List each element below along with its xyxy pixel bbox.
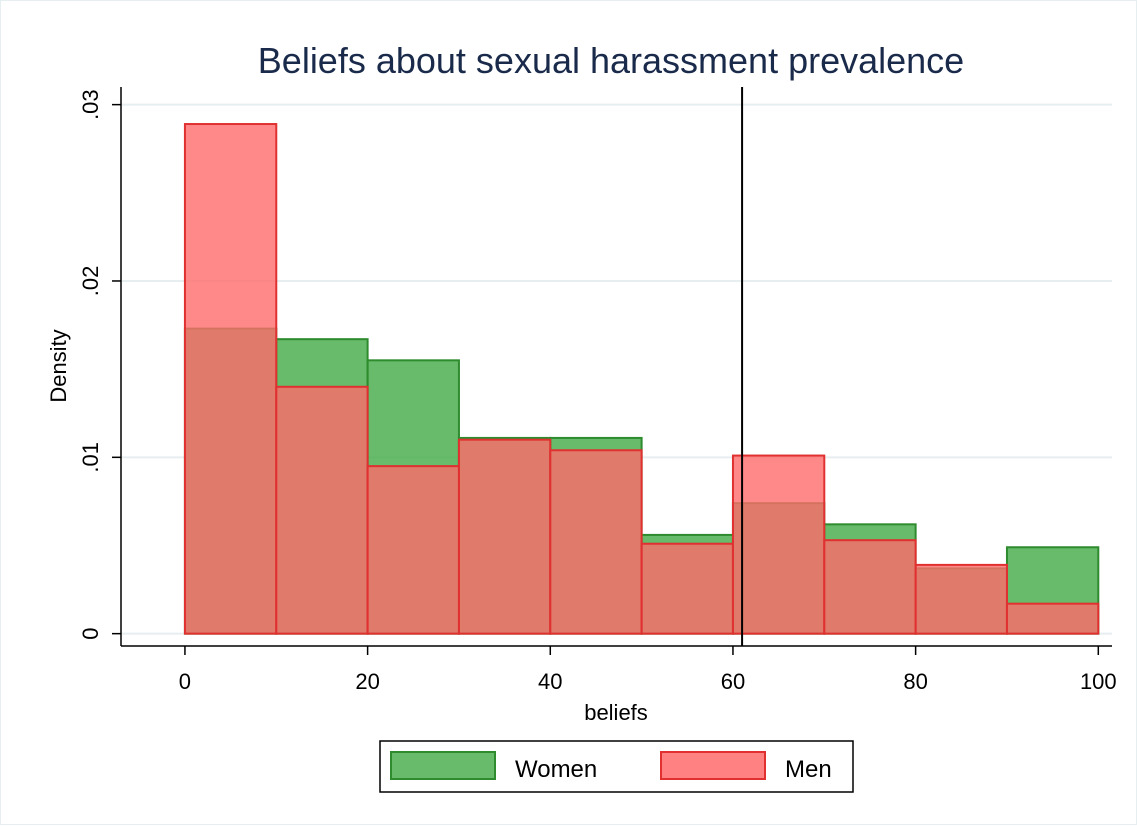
men-bar-3 <box>457 438 552 635</box>
x-tick-label-3: 60 <box>721 669 745 694</box>
axes: 0 20 40 60 80 100 0 .01 .02 .03 <box>78 87 1117 694</box>
men-bar-5 <box>640 542 734 635</box>
chart-title: Beliefs about sexual harassment prevalen… <box>258 40 964 81</box>
men-bar-2 <box>366 465 460 635</box>
x-tick-label-4: 80 <box>903 669 927 694</box>
legend: Women Men <box>379 740 854 793</box>
y-tick-label-3: .03 <box>78 89 103 120</box>
men-bar-6 <box>731 454 826 635</box>
x-tick-label-1: 20 <box>355 669 379 694</box>
men-bar-1 <box>275 385 369 635</box>
x-tick-label-0: 0 <box>179 669 191 694</box>
x-tick-label-2: 40 <box>538 669 562 694</box>
y-tick-label-1: .01 <box>78 442 103 473</box>
men-bar-4 <box>549 449 643 635</box>
men-bar-8 <box>914 563 1008 635</box>
x-axis-title: beliefs <box>584 700 648 725</box>
men-bar-7 <box>823 539 917 635</box>
legend-label-men: Men <box>785 756 832 783</box>
legend-swatch-men <box>660 751 766 780</box>
y-tick-label-2: .02 <box>78 266 103 297</box>
y-tick-label-0: 0 <box>78 628 103 640</box>
men-bars <box>183 123 1100 635</box>
y-axis-title: Density <box>46 329 71 402</box>
legend-swatch-women <box>390 751 496 780</box>
men-bar-9 <box>1005 602 1100 635</box>
men-bar-0 <box>183 123 278 635</box>
x-tick-label-5: 100 <box>1080 669 1117 694</box>
legend-label-women: Women <box>515 756 597 783</box>
